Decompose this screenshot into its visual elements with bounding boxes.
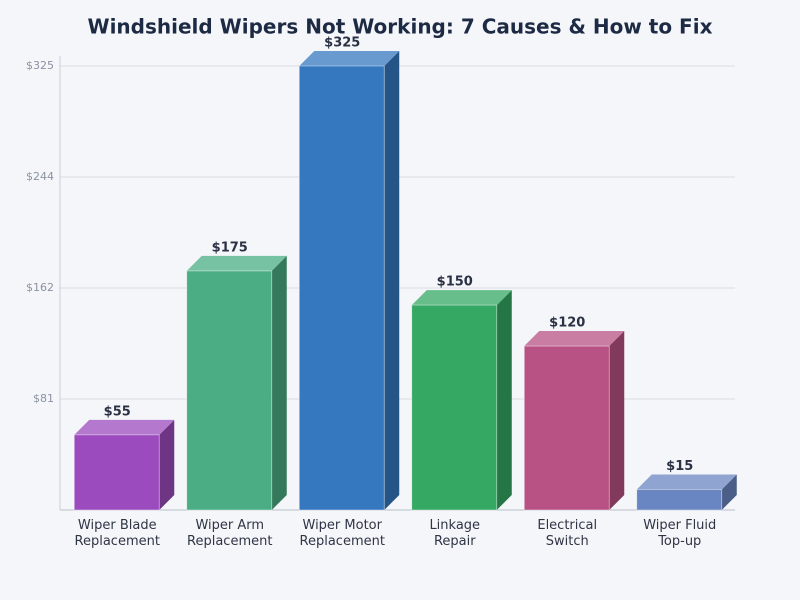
data-label: $120 <box>549 316 585 331</box>
bar <box>636 474 737 511</box>
data-label: $175 <box>212 240 248 255</box>
data-label: $150 <box>437 275 473 290</box>
bar-front <box>298 65 385 511</box>
bar-front <box>186 270 273 511</box>
bar-top <box>411 290 512 306</box>
bar <box>73 419 175 511</box>
y-tick-label: $325 <box>26 59 54 72</box>
x-tick-label: Linkage Repair <box>429 518 480 549</box>
bar <box>298 51 400 511</box>
data-label: $325 <box>324 36 360 51</box>
data-label: $55 <box>104 404 131 419</box>
bar-top <box>186 255 287 271</box>
bar <box>523 331 625 511</box>
bar-side <box>271 255 287 510</box>
bar <box>411 290 512 511</box>
bar-top <box>524 331 625 347</box>
x-tick-label: Electrical Switch <box>537 518 597 549</box>
y-tick-label: $162 <box>26 281 54 294</box>
bar-side <box>384 51 400 510</box>
x-tick-label: Wiper Blade Replacement <box>75 518 160 549</box>
bar-front <box>636 489 723 511</box>
chart-title: Windshield Wipers Not Working: 7 Causes … <box>88 15 713 39</box>
bar-side <box>721 474 737 510</box>
bar-side <box>159 419 175 510</box>
y-tick-label: $81 <box>33 392 54 405</box>
bar-top <box>636 474 737 490</box>
bar-front <box>411 304 498 511</box>
bar-side <box>609 331 625 510</box>
data-label: $15 <box>666 459 693 474</box>
bar-front <box>523 345 610 511</box>
x-tick-label: Wiper Motor Replacement <box>300 518 385 549</box>
bar-top <box>299 51 400 66</box>
bar-top <box>74 419 175 435</box>
bar <box>186 255 287 511</box>
x-tick-label: Wiper Arm Replacement <box>187 518 272 549</box>
y-tick-label: $244 <box>26 170 54 183</box>
bar-side <box>496 290 512 510</box>
bar-front <box>73 434 160 511</box>
x-tick-label: Wiper Fluid Top-up <box>643 518 716 549</box>
